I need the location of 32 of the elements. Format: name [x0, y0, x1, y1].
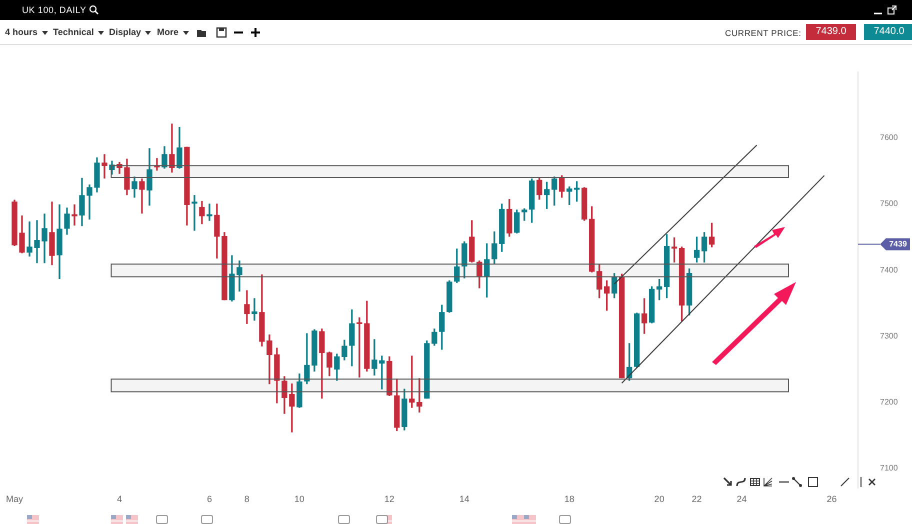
y-tick-label: 7300 [880, 331, 898, 340]
text: 4 hours [5, 27, 48, 37]
x-tick-label: 20 [654, 494, 664, 504]
candlestick [102, 154, 108, 179]
text: Technical [53, 27, 104, 37]
ref-line-label: 7439 [889, 240, 908, 249]
x-tick-label: 8 [244, 494, 250, 504]
candlestick [192, 195, 198, 231]
text: CURRENT PRICE: [725, 28, 802, 38]
x-tick-label: 4 [116, 494, 122, 504]
y-tick-label: 7400 [880, 265, 898, 274]
text: More [157, 27, 189, 37]
x-tick-label: 24 [736, 494, 747, 504]
candlestick [72, 204, 78, 226]
candlestick [252, 298, 258, 321]
candlestick [206, 204, 212, 221]
y-tick-label: 7200 [880, 397, 898, 406]
x-tick-label: 14 [459, 494, 470, 504]
x-tick-label: May [6, 494, 24, 504]
text: 7440.0 [864, 24, 912, 40]
x-tick-label: 18 [564, 494, 574, 504]
y-tick-label: 7500 [880, 199, 898, 208]
y-tick-label: 7100 [880, 464, 898, 473]
x-tick-label: 10 [294, 494, 304, 504]
y-tick-label: 7600 [880, 133, 898, 142]
text: 7439.0 [806, 24, 856, 40]
x-tick-label: 26 [826, 494, 837, 504]
chart-title: UK 100, DAILY [22, 5, 86, 15]
text: Display [109, 27, 152, 37]
x-tick-label: 12 [384, 494, 394, 504]
x-tick-label: 22 [692, 494, 702, 504]
x-tick-label: 6 [206, 494, 212, 504]
